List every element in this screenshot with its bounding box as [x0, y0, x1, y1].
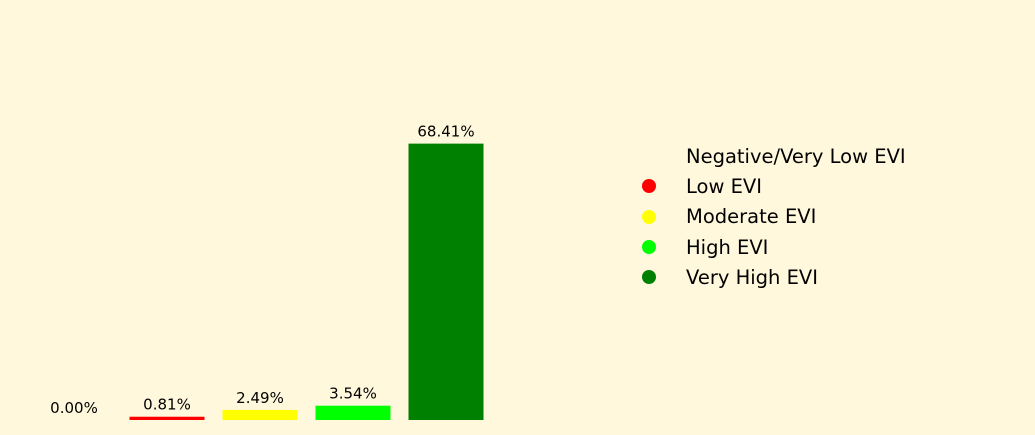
- legend-item: Low EVI: [636, 171, 906, 201]
- bar: [222, 409, 298, 420]
- legend-label: Moderate EVI: [686, 205, 817, 229]
- legend-item: Moderate EVI: [636, 202, 906, 232]
- legend-swatch: [642, 240, 656, 255]
- bar: [408, 143, 484, 420]
- bar-value-label: 3.54%: [329, 385, 377, 403]
- legend-item: Negative/Very Low EVI: [636, 141, 906, 171]
- legend-swatch: [642, 270, 656, 285]
- legend-label: High EVI: [686, 235, 769, 259]
- bar: [315, 405, 391, 420]
- bar: [129, 416, 205, 420]
- legend-swatch: [642, 209, 656, 224]
- legend-swatch: [642, 149, 656, 164]
- legend-item: Very High EVI: [636, 262, 906, 292]
- legend-swatch: [642, 179, 656, 194]
- bar-value-label: 0.00%: [50, 399, 98, 417]
- legend-item: High EVI: [636, 232, 906, 262]
- legend-label: Very High EVI: [686, 265, 819, 289]
- bar-value-label: 0.81%: [143, 396, 191, 414]
- bar-value-label: 2.49%: [236, 389, 284, 407]
- bar-value-label: 68.41%: [417, 123, 474, 141]
- legend-label: Low EVI: [686, 174, 763, 198]
- legend-label: Negative/Very Low EVI: [686, 144, 906, 168]
- legend: Negative/Very Low EVI Low EVI Moderate E…: [636, 141, 906, 292]
